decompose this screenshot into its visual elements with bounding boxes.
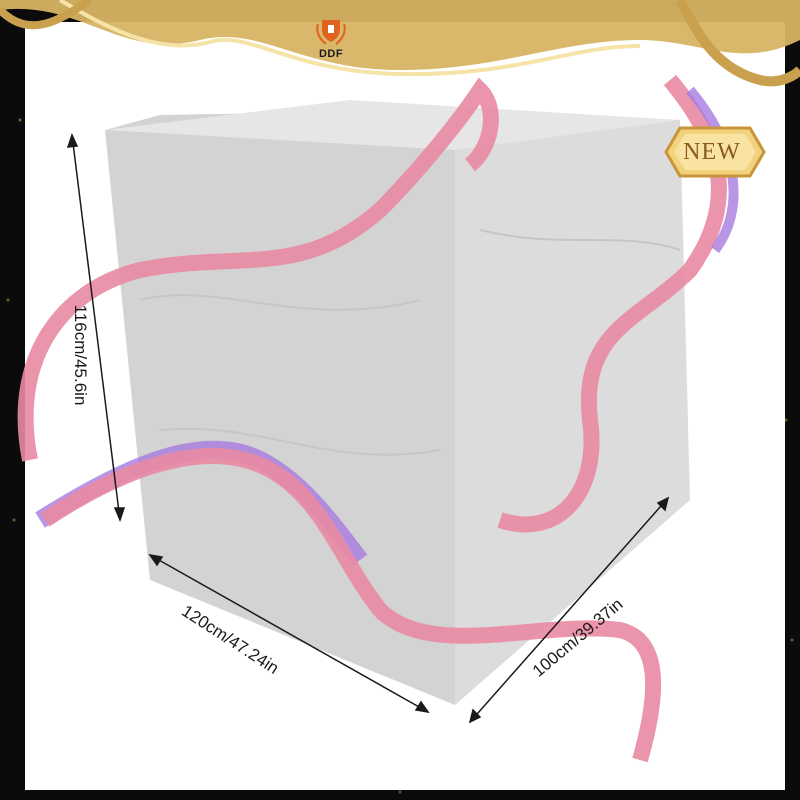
cover-top-face [105, 100, 680, 150]
gold-ribbon-left [0, 0, 93, 30]
gold-ribbon-top-highlight [58, 0, 641, 77]
gold-badge-icon [664, 126, 766, 178]
shield-crest-icon [316, 20, 346, 45]
cover-left-face [105, 110, 455, 705]
width-arrow [148, 553, 430, 714]
brand-logo: DDF [306, 12, 356, 60]
height-arrow [66, 132, 126, 523]
ribbon-left-lower [40, 448, 662, 763]
ribbon-left-upper [17, 77, 499, 462]
new-badge: NEW [658, 126, 766, 178]
height-dimension-label: 116cm/45.6in [71, 304, 90, 406]
new-badge-label: NEW [683, 139, 741, 165]
cover-wrinkle [139, 229, 681, 456]
brand-logo-text: DDF [318, 48, 344, 60]
cover-right-face [455, 110, 690, 705]
gold-ribbon-right [675, 0, 800, 87]
gold-ribbon-top [0, 0, 800, 70]
depth-arrow [468, 496, 670, 724]
